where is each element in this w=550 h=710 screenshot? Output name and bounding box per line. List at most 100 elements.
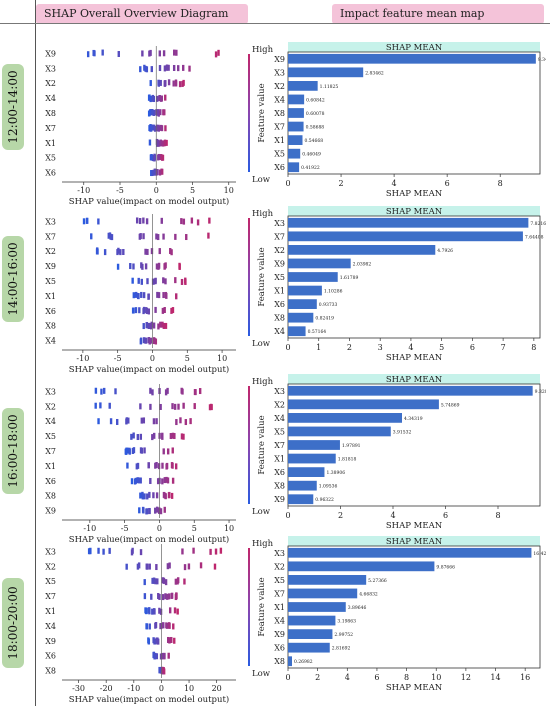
- shap-point: [182, 64, 185, 71]
- shap-point: [165, 292, 168, 299]
- bar-X4: [288, 326, 306, 337]
- shap-point: [154, 462, 157, 469]
- shap-point: [163, 477, 167, 484]
- shap-point: [139, 337, 143, 344]
- bar-x-tick-label: 2: [347, 343, 352, 352]
- shap-point: [151, 608, 154, 615]
- bar-x-tick-label: 4: [345, 673, 350, 682]
- shap-point: [150, 170, 154, 177]
- right-header: Impact feature mean map: [332, 4, 544, 24]
- shap-point: [143, 493, 146, 500]
- shap-point: [143, 593, 147, 600]
- shap-point: [136, 477, 139, 484]
- bar-value-label-X1: 1.81818: [338, 457, 357, 463]
- feature-label-X3: X3: [45, 387, 56, 396]
- shap-point: [189, 418, 192, 425]
- row-label-2-text: 14:00-16:00: [6, 242, 20, 316]
- feature-label-X2: X2: [45, 562, 56, 571]
- shap-point: [159, 403, 162, 410]
- bar-X2: [288, 81, 318, 91]
- bar-X9: [288, 258, 351, 269]
- shap-point: [138, 507, 141, 514]
- bar-value-label-X7: 0.58688: [306, 125, 325, 131]
- bar-X1: [288, 135, 303, 145]
- shap-point: [125, 448, 128, 455]
- bar-category-label-X2: X2: [274, 562, 285, 571]
- shap-point: [97, 547, 100, 554]
- bar-value-label-X5: 3.91532: [393, 429, 412, 435]
- bar-category-label-X5: X5: [274, 150, 285, 159]
- shap-point: [167, 652, 170, 659]
- shap-point: [170, 636, 173, 643]
- bar-X1: [288, 602, 346, 612]
- shap-point: [172, 80, 175, 87]
- shap-point: [163, 140, 167, 147]
- shap-point: [159, 508, 163, 515]
- bar-x-tick-label: 6: [445, 179, 450, 188]
- bar-value-label-X3: 9.32028: [535, 389, 546, 395]
- x-tick-label: -10: [83, 524, 96, 533]
- bar-chart-title: SHAP MEAN: [386, 207, 443, 217]
- shap-point: [86, 51, 90, 58]
- bar-x-tick-label: 12: [461, 673, 471, 682]
- shap-point: [160, 217, 163, 224]
- shap-point: [155, 233, 158, 240]
- shap-mean-bar-2: High Low Feature value SHAP MEAN X3 7.8216 X7 7…: [248, 206, 546, 363]
- shap-point: [184, 278, 187, 285]
- bar-title-bg: [288, 206, 540, 216]
- bar-category-label-X3: X3: [274, 387, 285, 396]
- shap-point: [115, 418, 119, 425]
- shap-point: [170, 592, 173, 599]
- shap-point: [159, 95, 163, 102]
- shap-point: [192, 547, 195, 554]
- shap-point: [188, 65, 191, 72]
- bar-X5: [288, 272, 338, 282]
- shap-point: [156, 578, 159, 585]
- shap-point: [142, 217, 145, 224]
- colorbar-title: Feature value: [257, 83, 267, 142]
- shap-point: [180, 433, 184, 440]
- shap-point: [137, 277, 140, 284]
- shap-point: [147, 308, 151, 315]
- bar-x-tick-label: 4: [392, 179, 397, 188]
- bar-value-label-X9: 0.96322: [315, 497, 334, 503]
- shap-point: [161, 652, 164, 659]
- bar-x-tick-label: 8: [531, 343, 536, 352]
- bar-x-tick-label: 8: [498, 179, 503, 188]
- bar-x-tick-label: 14: [490, 673, 500, 682]
- x-tick-label: 10: [224, 186, 234, 195]
- bar-value-label-X8: 0.82419: [315, 316, 334, 322]
- bar-X9: [288, 53, 536, 64]
- feature-label-X8: X8: [45, 492, 56, 501]
- shap-point: [142, 417, 146, 424]
- shap-point: [162, 233, 165, 240]
- shap-point: [187, 563, 191, 570]
- feature-label-X9: X9: [45, 49, 56, 58]
- shap-point: [139, 403, 142, 410]
- shap-point: [148, 491, 151, 498]
- shap-point: [154, 278, 157, 285]
- bar-x-axis-label: SHAP MEAN: [386, 189, 443, 199]
- shap-point: [171, 307, 175, 314]
- shap-point: [155, 564, 158, 571]
- bar-x-tick-label: 0: [285, 343, 290, 352]
- shap-point: [155, 124, 159, 131]
- bar-category-label-X6: X6: [274, 300, 285, 309]
- shap-point: [146, 248, 149, 255]
- shap-point: [174, 233, 177, 240]
- shap-point: [156, 291, 159, 298]
- shap-point: [149, 125, 153, 132]
- bar-X9: [288, 494, 314, 505]
- bar-X8: [288, 656, 292, 667]
- feature-label-X2: X2: [45, 79, 56, 88]
- bar-category-label-X3: X3: [274, 549, 285, 558]
- shap-point: [149, 387, 152, 394]
- shap-point: [94, 387, 98, 394]
- shap-point: [167, 64, 170, 71]
- shap-point: [153, 638, 156, 645]
- bar-value-label-X7: 4.66832: [359, 591, 378, 597]
- shap-point: [82, 218, 86, 225]
- bar-x-tick-label: 4: [390, 511, 395, 520]
- shap-point: [198, 388, 202, 395]
- x-axis-label: SHAP value(impact on model output): [69, 534, 229, 545]
